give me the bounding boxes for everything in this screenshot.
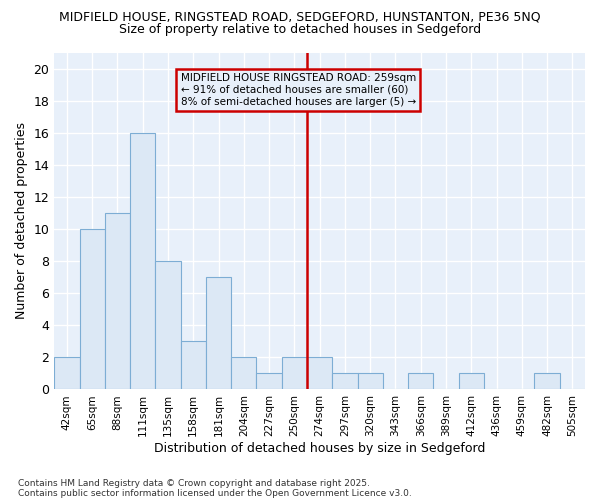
Bar (307, 358, 332, 390)
Bar (105, 213, 130, 390)
Bar (206, 277, 231, 390)
Text: Contains public sector information licensed under the Open Government Licence v3: Contains public sector information licen… (18, 488, 412, 498)
Bar (282, 358, 307, 390)
Bar (256, 374, 282, 390)
Bar (181, 342, 206, 390)
Bar (54, 358, 80, 390)
Text: MIDFIELD HOUSE, RINGSTEAD ROAD, SEDGEFORD, HUNSTANTON, PE36 5NQ: MIDFIELD HOUSE, RINGSTEAD ROAD, SEDGEFOR… (59, 10, 541, 23)
Text: Contains HM Land Registry data © Crown copyright and database right 2025.: Contains HM Land Registry data © Crown c… (18, 478, 370, 488)
Bar (80, 229, 105, 390)
Bar (408, 374, 433, 390)
Bar (332, 374, 358, 390)
Y-axis label: Number of detached properties: Number of detached properties (15, 122, 28, 320)
Bar (358, 374, 383, 390)
Text: Size of property relative to detached houses in Sedgeford: Size of property relative to detached ho… (119, 22, 481, 36)
Bar (155, 261, 181, 390)
Text: MIDFIELD HOUSE RINGSTEAD ROAD: 259sqm
← 91% of detached houses are smaller (60)
: MIDFIELD HOUSE RINGSTEAD ROAD: 259sqm ← … (181, 74, 416, 106)
Bar (130, 132, 155, 390)
Bar (535, 374, 560, 390)
Bar (458, 374, 484, 390)
Bar (231, 358, 256, 390)
X-axis label: Distribution of detached houses by size in Sedgeford: Distribution of detached houses by size … (154, 442, 485, 455)
